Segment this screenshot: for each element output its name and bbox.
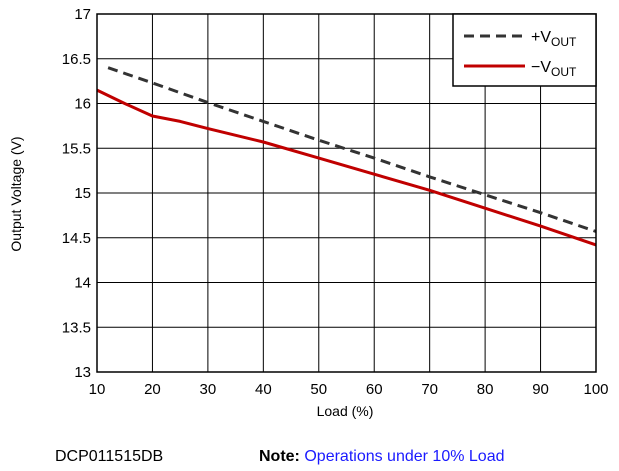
x-tick-label: 90 [532,381,549,398]
legend: +VOUT −VOUT [452,13,597,87]
y-tick-label: 16.5 [62,51,91,68]
note-label: Note: [259,448,300,465]
series-layer [96,66,597,247]
x-tick-label: 40 [255,381,272,398]
x-tick-label: 10 [89,381,106,398]
x-tick-label: 80 [477,381,494,398]
y-tick-label: 14.5 [62,230,91,247]
x-axis-label: Load (%) [317,403,374,419]
footer-note: Note: Operations under 10% Load [259,448,504,466]
note-text: Operations under 10% Load [304,448,505,465]
x-tick-label: 50 [310,381,327,398]
y-tick-label: 17 [74,6,91,23]
y-tick-label: 13 [74,364,91,381]
part-number: DCP011515DB [55,448,164,465]
legend-label: −VOUT [531,59,577,79]
chart: 10 20 30 40 50 60 70 80 90 100 13 13.5 14 14.5 15 15.5 1… [8,6,609,419]
legend-label: +VOUT [531,29,577,49]
y-tick-label: 15 [74,185,91,202]
x-tick-label: 100 [583,381,608,398]
y-tick-label: 15.5 [62,140,91,157]
y-tick-label: 14 [74,275,91,292]
x-tick-label: 30 [200,381,217,398]
y-axis-label: Output Voltage (V) [8,136,24,251]
legend-box [452,13,597,87]
plot-frame [96,13,597,373]
x-tick-label: 70 [421,381,438,398]
tick-labels: 10 20 30 40 50 60 70 80 90 100 13 13.5 14 14.5 15 15.5 1… [62,6,609,398]
series-line-1 [107,66,597,233]
x-tick-label: 20 [144,381,161,398]
y-tick-label: 16 [74,96,91,113]
x-tick-label: 60 [366,381,383,398]
y-tick-label: 13.5 [62,319,91,336]
series-line-2 [96,88,597,247]
